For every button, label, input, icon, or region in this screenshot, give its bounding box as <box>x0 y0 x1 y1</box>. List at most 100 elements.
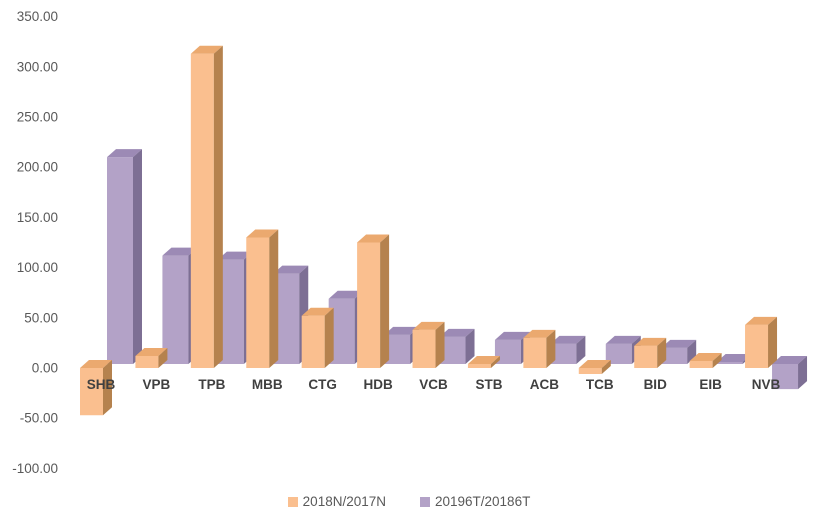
y-axis-tick-label: 300.00 <box>17 59 58 74</box>
bar-top <box>716 353 752 362</box>
y-axis-tick-label: 0.00 <box>32 361 58 376</box>
bar-s1-NVB <box>745 316 778 368</box>
y-axis-tick-label: 200.00 <box>17 160 58 175</box>
bar-top <box>745 316 778 325</box>
bar-front <box>689 360 713 368</box>
bar-top <box>634 337 667 346</box>
bar-front <box>550 343 577 364</box>
category-label-stb: STB <box>475 377 502 392</box>
bar-s1-VPB <box>135 347 168 368</box>
bar-front <box>634 345 658 368</box>
bar-top <box>578 360 611 368</box>
category-label-bid: BID <box>644 377 668 392</box>
bar-front <box>135 355 159 368</box>
bar-s1-STB <box>467 355 500 368</box>
category-label-tpb: TPB <box>198 377 225 392</box>
bar-top <box>605 335 641 344</box>
bar-front <box>107 157 133 364</box>
bar-s1-MBB <box>246 229 279 368</box>
bar-top <box>190 45 223 54</box>
y-axis-tick-label: 350.00 <box>17 9 58 24</box>
bar-front <box>190 53 214 369</box>
bar-top <box>661 339 697 348</box>
bar-s2-SHB <box>107 149 142 364</box>
bar-top <box>273 265 309 274</box>
bar-front <box>661 347 688 364</box>
y-axis-tick-label: -100.00 <box>12 461 58 476</box>
bar-front <box>439 336 466 364</box>
bar-side <box>269 229 279 368</box>
bar-side <box>213 45 223 369</box>
y-axis-tick-label: -50.00 <box>20 411 58 426</box>
bar-s1-EIB <box>689 352 722 368</box>
bar-s1-SHB <box>80 360 112 416</box>
legend-swatch-series1 <box>287 496 298 507</box>
bar-side <box>380 234 390 368</box>
bar-front <box>328 298 355 364</box>
bar-top <box>357 234 390 243</box>
bar-front <box>412 329 436 368</box>
category-label-acb: ACB <box>530 377 559 392</box>
bar-s2-VCB <box>439 328 475 364</box>
bar-top <box>384 326 420 335</box>
bar-top <box>107 149 142 158</box>
bar-front <box>162 255 189 364</box>
legend-swatch-series2 <box>420 496 430 507</box>
bar-s1-CTG <box>301 307 334 368</box>
bar-front <box>772 364 799 390</box>
y-axis-tick-label: 150.00 <box>17 210 58 225</box>
bar-side <box>133 149 142 364</box>
bar-front <box>578 368 602 375</box>
bar-top <box>772 356 808 364</box>
bar-top <box>689 352 722 361</box>
bar-s2-BID <box>661 339 697 364</box>
bar-front <box>716 361 743 364</box>
bar-top <box>80 360 112 368</box>
bar-front <box>384 334 411 364</box>
bar-s2-ACB <box>550 335 586 364</box>
bar-s2-NVB <box>772 356 808 390</box>
y-axis-tick-label: 100.00 <box>17 260 58 275</box>
category-label-ctg: CTG <box>308 377 337 392</box>
y-axis-tick-label: 250.00 <box>17 110 58 125</box>
legend-label-series1: 2018N/2017N <box>302 494 386 509</box>
bar-top <box>550 335 586 344</box>
bar-top <box>162 247 198 256</box>
category-label-vpb: VPB <box>143 377 171 392</box>
bar-front <box>357 242 381 368</box>
bar-side <box>435 321 445 368</box>
chart-legend: 2018N/2017N 20196T/20186T <box>0 494 818 509</box>
category-label-shb: SHB <box>87 377 116 392</box>
bar-side <box>490 355 500 368</box>
bar-side <box>465 328 475 364</box>
category-label-nvb: NVB <box>752 377 781 392</box>
bar-front <box>745 324 769 368</box>
bar-top <box>328 290 364 299</box>
category-label-hdb: HDB <box>363 377 392 392</box>
bar-front <box>273 273 300 364</box>
category-label-vcb: VCB <box>419 377 448 392</box>
category-label-tcb: TCB <box>586 377 614 392</box>
bar-front <box>80 368 103 416</box>
bar-side <box>546 329 556 368</box>
bar-top <box>135 347 168 356</box>
bar-front <box>467 363 491 368</box>
bar-s1-BID <box>634 337 667 368</box>
category-label-eib: EIB <box>699 377 722 392</box>
bar-side <box>158 347 168 368</box>
bar-side <box>657 337 667 368</box>
bar-s1-VCB <box>412 321 445 368</box>
bar-s1-HDB <box>357 234 390 368</box>
bar-front <box>494 339 521 364</box>
bar-side <box>324 307 334 368</box>
y-axis-tick-label: 50.00 <box>24 310 58 325</box>
bar-top <box>301 307 334 316</box>
bar-side <box>712 352 722 368</box>
bar-s1-ACB <box>523 329 556 368</box>
bar-s1-TCB <box>578 360 611 375</box>
bar-side <box>798 356 808 390</box>
bar-side <box>576 335 586 364</box>
bar-front <box>605 343 632 364</box>
legend-label-series2: 20196T/20186T <box>435 494 531 509</box>
